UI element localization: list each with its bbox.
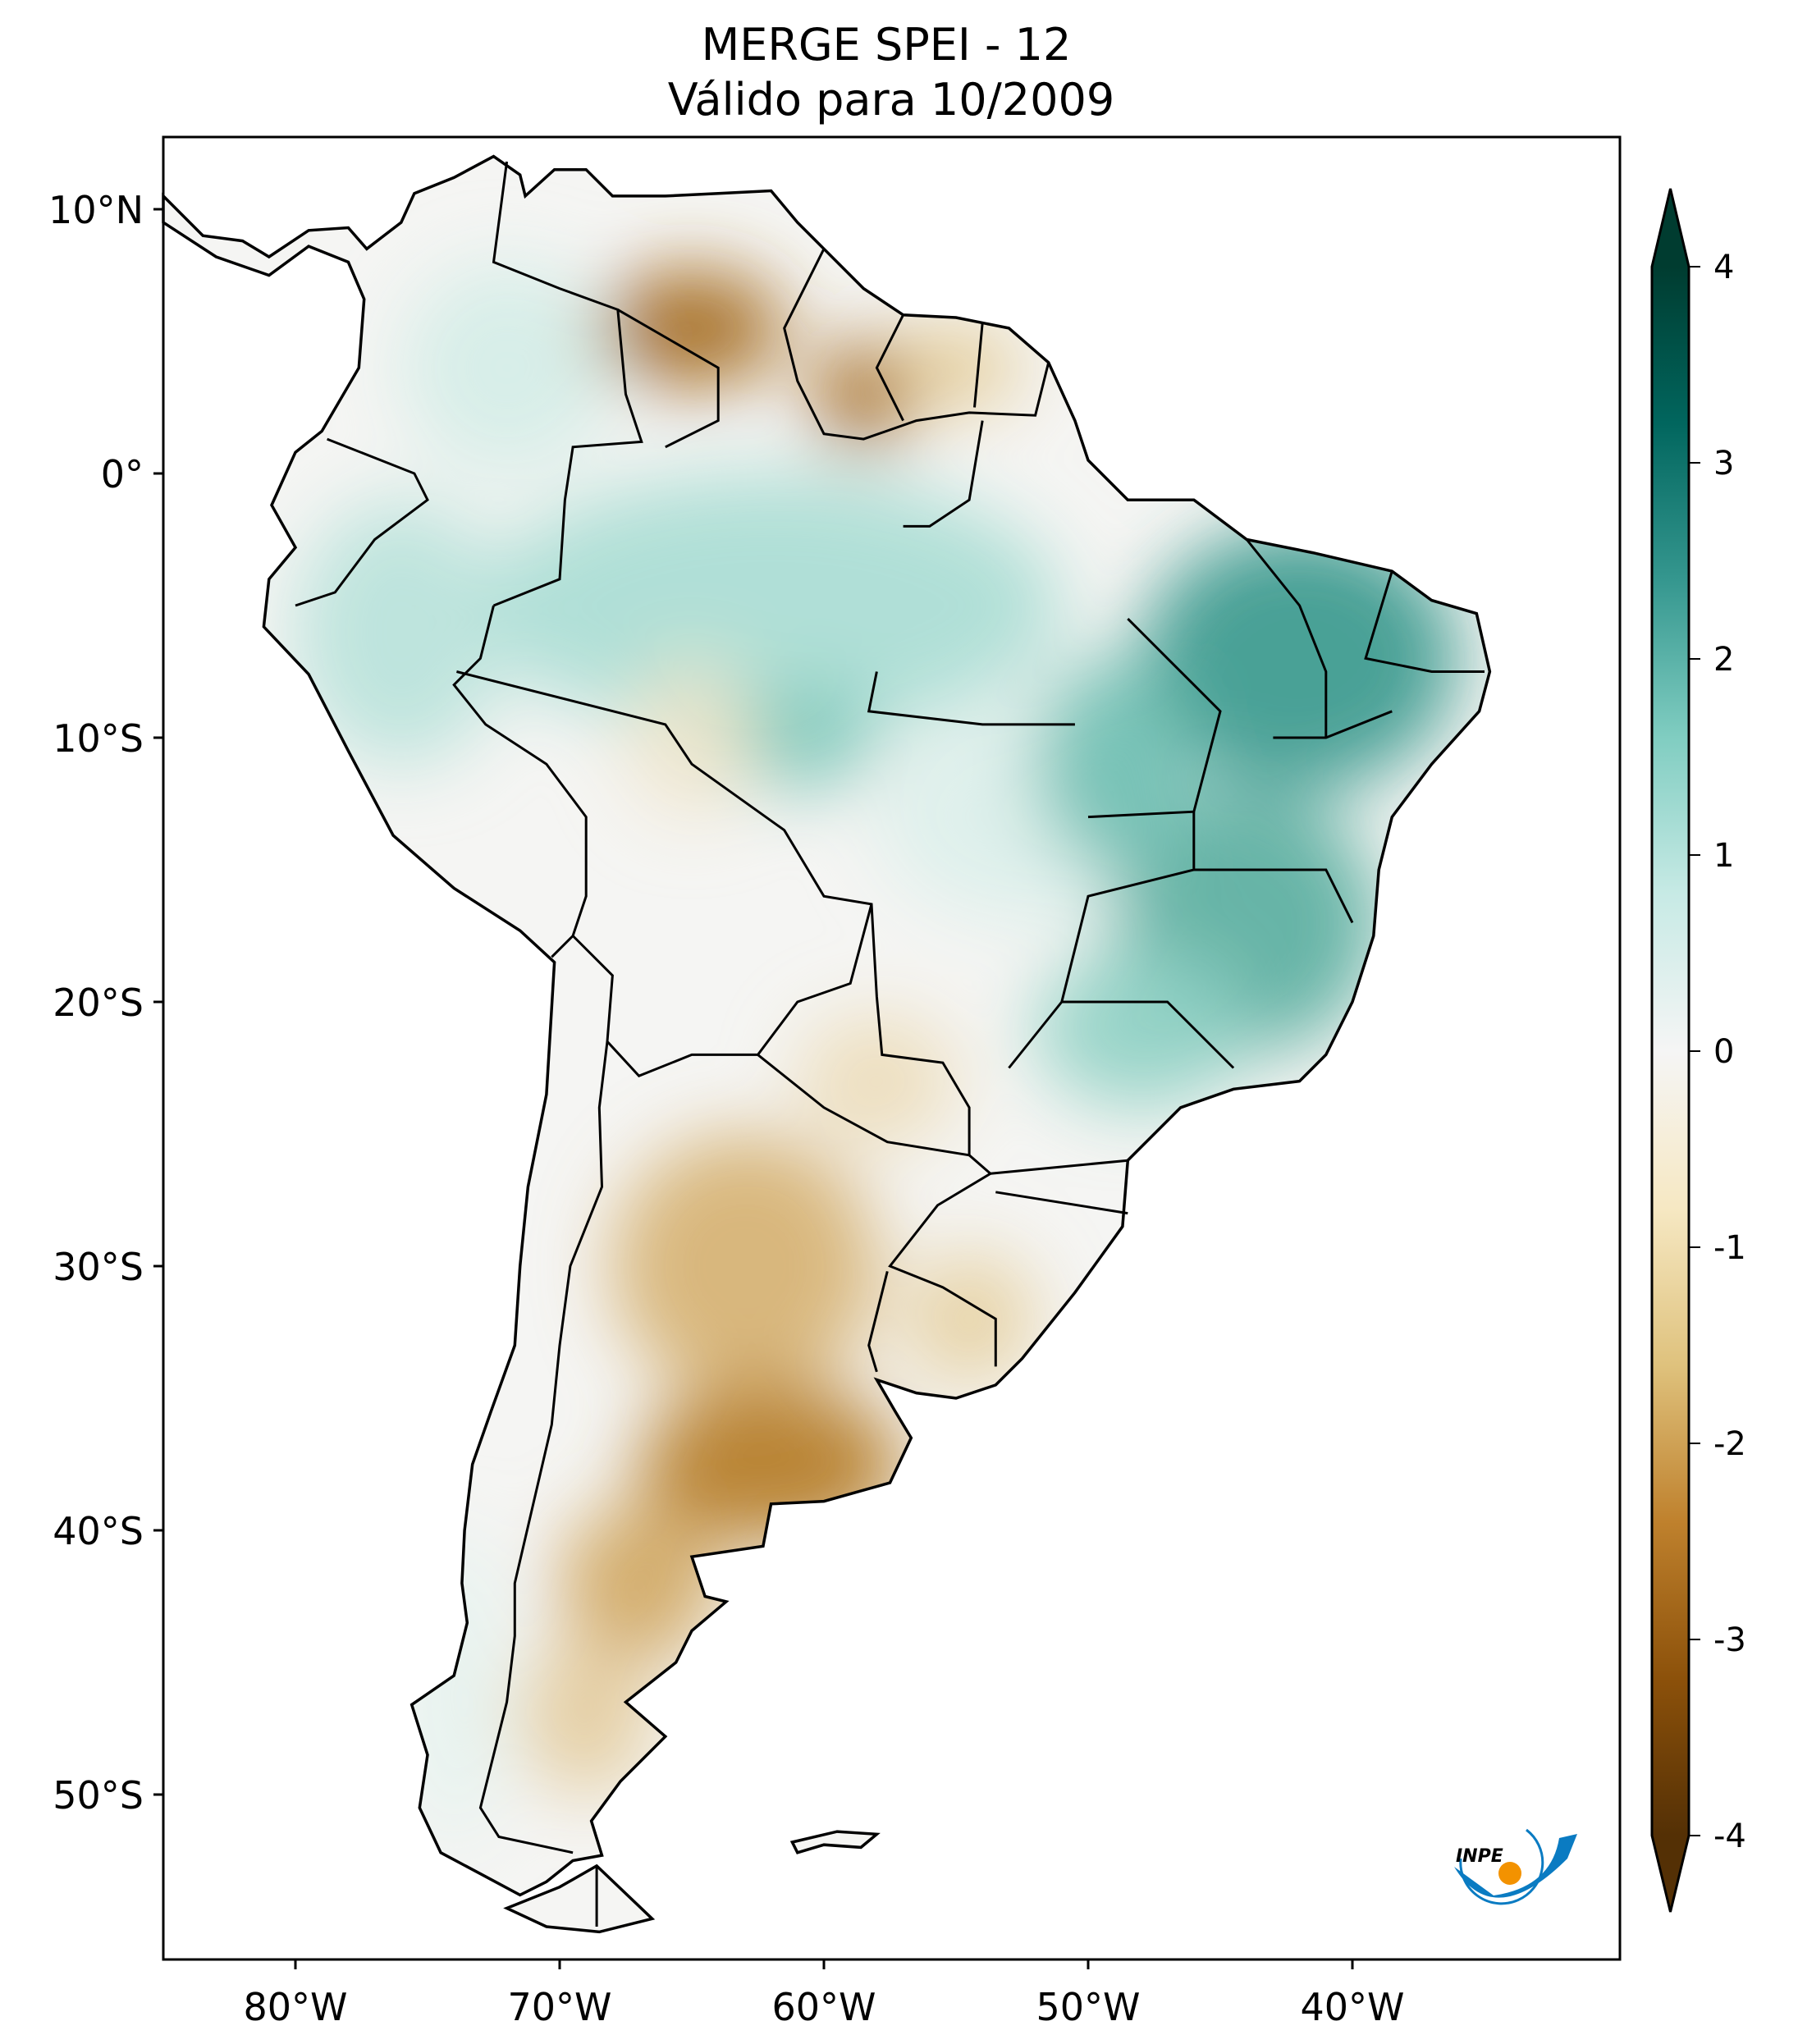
- logo-orbit-icon: [1459, 1828, 1544, 1905]
- border-line: [903, 420, 984, 528]
- title-line-2: Válido para 10/2009: [668, 74, 1114, 126]
- colorbar-tick-label: 1: [1713, 837, 1734, 875]
- colorbar-tick-label: -4: [1713, 1818, 1746, 1855]
- lon-tick-label: 70°W: [507, 1985, 611, 2029]
- map-frame: [162, 135, 1622, 1961]
- anomaly-region: [599, 270, 785, 386]
- map-area: [162, 135, 1622, 1961]
- border-line: [295, 437, 429, 607]
- border-line: [478, 1041, 609, 1854]
- lat-tick-label: 0°: [101, 452, 144, 496]
- border-line: [995, 1191, 1128, 1215]
- colorbar-tick-label: 2: [1713, 641, 1734, 679]
- anomaly-region: [718, 684, 877, 791]
- border-line: [572, 903, 873, 1077]
- anomaly-region: [816, 341, 912, 447]
- border-line: [1364, 570, 1485, 673]
- lon-tick-label: 80°W: [243, 1985, 347, 2029]
- border-line: [456, 670, 997, 1367]
- anomaly-region: [612, 1134, 877, 1398]
- anomaly-region: [797, 1015, 956, 1148]
- title-line-1: MERGE SPEI - 12: [702, 19, 1072, 71]
- border-line: [990, 1159, 1128, 1175]
- colorbar-scale: [1652, 267, 1689, 1836]
- colorbar-tick-label: -3: [1713, 1621, 1746, 1659]
- logo-text: INPE: [1456, 1846, 1503, 1867]
- anomaly-region: [890, 327, 1023, 408]
- anomaly-region: [1035, 949, 1247, 1108]
- border-line: [875, 314, 904, 422]
- anomaly-region: [400, 262, 613, 473]
- border-line: [452, 605, 588, 958]
- colorbar: 4 3 2 1 0 -1 -2 -3 -4: [1650, 188, 1746, 1913]
- anomaly-region: [519, 1635, 652, 1795]
- lat-tick-label: 10°S: [53, 716, 144, 761]
- anomaly-region: [1141, 526, 1458, 791]
- lon-tick-label: 60°W: [771, 1985, 876, 2029]
- border-line: [1193, 868, 1354, 924]
- border-line: [1008, 812, 1196, 1069]
- border-line: [867, 1271, 889, 1373]
- anomaly-region: [480, 473, 1062, 738]
- colorbar-tick-label: 3: [1713, 445, 1734, 482]
- lat-tick-label: 50°S: [53, 1773, 144, 1818]
- colorbar-tick-label: 0: [1713, 1033, 1734, 1071]
- colorbar-tick-label: 4: [1713, 249, 1734, 286]
- border-line: [973, 322, 984, 408]
- colorbar-tick-label: -2: [1713, 1425, 1746, 1463]
- border-line: [1061, 1000, 1235, 1069]
- lon-tick-label: 40°W: [1300, 1985, 1404, 2029]
- colorbar-extend-max: [1652, 189, 1689, 267]
- border-line: [1087, 618, 1222, 819]
- lat-tick-label: 10°N: [48, 188, 144, 232]
- border-line: [867, 671, 1075, 726]
- logo-arrow-icon: [1454, 1834, 1577, 1898]
- coastline: [162, 154, 1492, 1934]
- border-line: [783, 248, 1050, 441]
- border-line: [617, 309, 720, 449]
- anomaly-region: [1035, 658, 1194, 870]
- anomaly-region: [560, 1503, 719, 1662]
- lat-tick-label: 30°S: [53, 1245, 144, 1289]
- border-line: [492, 161, 643, 607]
- border-line: [1246, 538, 1328, 738]
- axis-ticks: 80°W 70°W 60°W 50°W 40°W 10°N 0° 10°S 20°S 30°S 40…: [48, 188, 1404, 2029]
- inpe-logo: INPE: [1454, 1828, 1577, 1905]
- lon-tick-label: 50°W: [1036, 1985, 1140, 2029]
- anomaly-region: [625, 658, 758, 817]
- lat-tick-label: 20°S: [53, 981, 144, 1025]
- anomaly-region: [295, 500, 507, 765]
- colorbar-tick-label: -1: [1713, 1229, 1746, 1267]
- border-line: [757, 1054, 970, 1157]
- lat-tick-label: 40°S: [53, 1509, 144, 1553]
- country-borders: [295, 161, 1485, 1927]
- spei-anomaly-field: [295, 262, 1458, 1848]
- logo-sun-icon: [1498, 1862, 1521, 1885]
- colorbar-extend-min: [1652, 1836, 1689, 1912]
